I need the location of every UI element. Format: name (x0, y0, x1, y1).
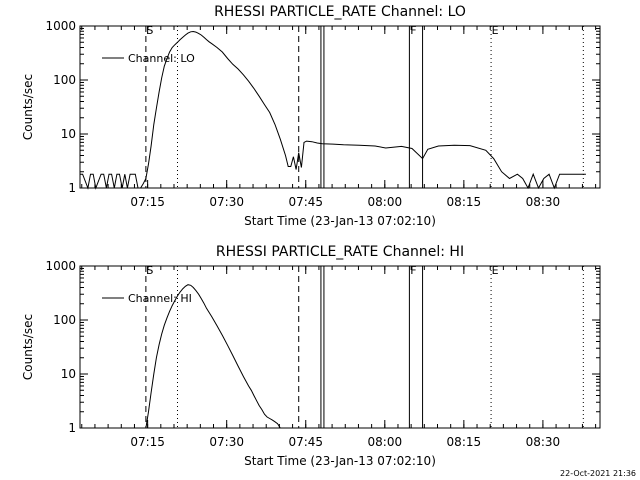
series-line (80, 30, 586, 190)
x-axis-label: Start Time (23-Jan-13 07:02:10) (244, 214, 436, 228)
y-tick-label: 1 (68, 421, 76, 435)
y-tick-label: 1000 (45, 259, 76, 273)
x-tick-label: 08:00 (368, 435, 403, 449)
x-tick-label: 07:15 (130, 435, 165, 449)
legend-label: Channel: LO (128, 52, 195, 65)
chart-title: RHESSI PARTICLE_RATE Channel: LO (214, 4, 466, 20)
x-tick-label: 08:15 (447, 435, 482, 449)
y-tick-label: 1 (68, 181, 76, 195)
event-marker-label: F (410, 24, 416, 37)
y-tick-label: 100 (53, 73, 76, 87)
y-axis-label: Counts/sec (21, 74, 35, 140)
chart-title: RHESSI PARTICLE_RATE Channel: HI (216, 244, 464, 260)
series-line (145, 284, 281, 429)
event-marker-label: S (146, 264, 153, 277)
y-tick-label: 10 (61, 367, 76, 381)
event-marker-label: E (492, 24, 499, 37)
legend-label: Channel: HI (128, 292, 192, 305)
x-tick-label: 08:15 (447, 195, 482, 209)
x-tick-label: 08:30 (526, 435, 561, 449)
panel-lo: RHESSI PARTICLE_RATE Channel: LO Counts/s… (21, 4, 601, 228)
y-axis-label: Counts/sec (21, 314, 35, 380)
event-marker-label: S (146, 24, 153, 37)
y-tick-label: 1000 (45, 19, 76, 33)
plot-timestamp: 22-Oct-2021 21:36 (560, 469, 636, 478)
x-tick-label: 07:45 (288, 195, 323, 209)
plot-frame (79, 25, 601, 189)
x-tick-label: 07:30 (209, 435, 244, 449)
x-tick-label: 08:00 (368, 195, 403, 209)
y-tick-label: 100 (53, 313, 76, 327)
plot-frame (79, 265, 601, 429)
y-tick-label: 10 (61, 127, 76, 141)
x-axis-label: Start Time (23-Jan-13 07:02:10) (244, 454, 436, 468)
x-tick-label: 08:30 (526, 195, 561, 209)
x-tick-label: 07:15 (130, 195, 165, 209)
event-marker-label: F (410, 264, 416, 277)
panel-hi: RHESSI PARTICLE_RATE Channel: HI Counts/s… (21, 244, 601, 468)
event-marker-label: E (492, 264, 499, 277)
x-tick-label: 07:30 (209, 195, 244, 209)
x-tick-label: 07:45 (288, 435, 323, 449)
